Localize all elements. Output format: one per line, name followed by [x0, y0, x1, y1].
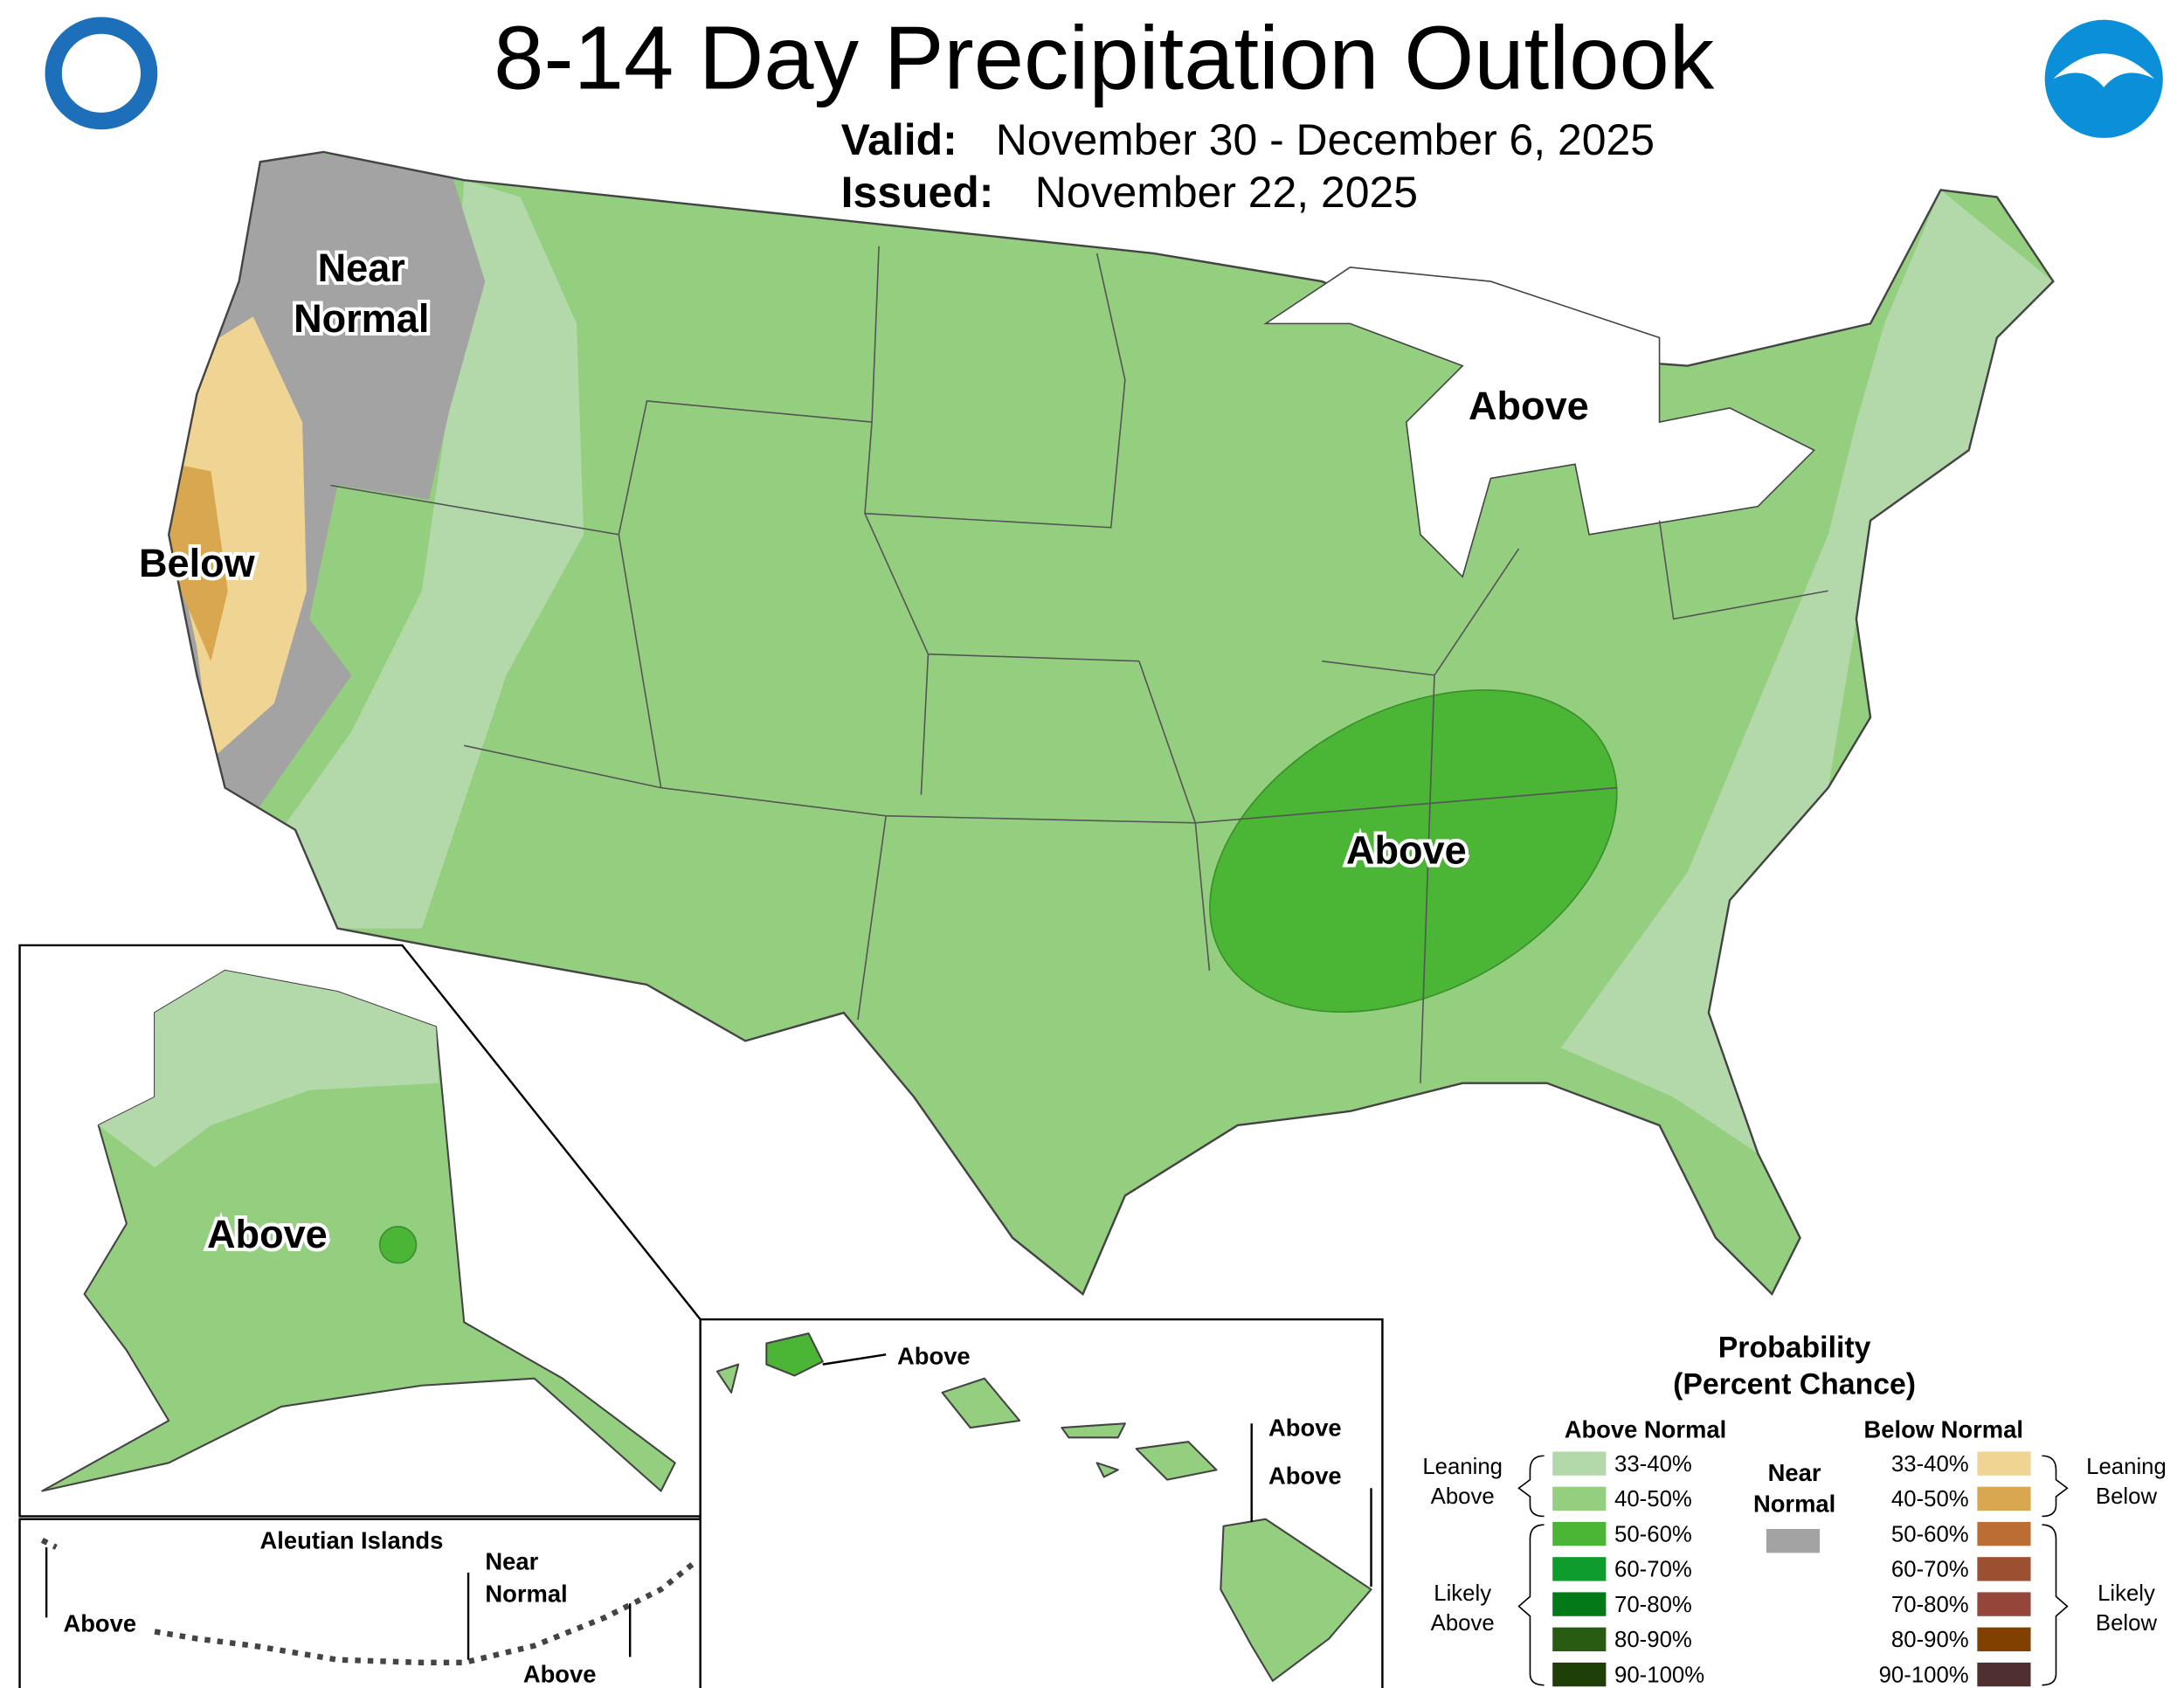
- valid-dates: November 30 - December 6, 2025: [996, 115, 1655, 164]
- map-label: Above: [1469, 384, 1589, 428]
- legend-title: Probability: [1718, 1332, 1871, 1365]
- legend-swatch: [1552, 1451, 1607, 1476]
- legend-range: 33-40%: [1614, 1452, 1692, 1477]
- legend-range: 60-70%: [1614, 1558, 1692, 1582]
- legend-swatch: [1552, 1662, 1607, 1687]
- map-label: Above: [63, 1609, 136, 1636]
- legend-range: 80-90%: [1614, 1628, 1692, 1652]
- map-label: Normal: [294, 296, 429, 341]
- map-label: Normal: [485, 1581, 567, 1608]
- legend-swatch: [1977, 1557, 2031, 1581]
- title: 8-14 Day Precipitation Outlook: [494, 8, 1715, 108]
- aleutian-leaders: [45, 1546, 632, 1660]
- legend-range: 80-90%: [1891, 1628, 1969, 1652]
- legend-group: Above: [1431, 1611, 1495, 1636]
- valid-label: Valid:: [841, 115, 957, 164]
- legend-swatch: [1977, 1521, 2031, 1546]
- legend-swatch: [1552, 1592, 1607, 1616]
- legend-swatch: [1552, 1486, 1607, 1512]
- below-40-50-region: [169, 464, 228, 661]
- legend-braces: [1517, 1455, 2069, 1686]
- issued-label: Issued:: [841, 168, 994, 217]
- legend-range: 90-100%: [1879, 1663, 1969, 1687]
- legend-group: Leaning: [1422, 1455, 1503, 1479]
- map-label: Above: [897, 1343, 971, 1370]
- legend-range: 90-100%: [1614, 1663, 1704, 1687]
- map-label: Above: [523, 1660, 597, 1687]
- leaning-above-east: [1560, 190, 2054, 1154]
- legend-swatch: [1977, 1592, 2031, 1616]
- legend-swatch: [1552, 1627, 1607, 1652]
- legend-swatch: [1977, 1486, 2031, 1512]
- legend-range: 70-80%: [1891, 1593, 1969, 1617]
- map-label: Above: [207, 1212, 328, 1256]
- legend-header: Near: [1768, 1459, 1821, 1486]
- legend-swatch: [1977, 1627, 2031, 1652]
- map-label: Above: [1268, 1415, 1342, 1442]
- legend-header: Normal: [1753, 1491, 1835, 1518]
- legend-range: 70-80%: [1614, 1593, 1692, 1617]
- legend: Probability (Percent Chance) Above Norma…: [1422, 1332, 2166, 1688]
- map-label: Near: [318, 246, 405, 290]
- legend-swatch: [1552, 1521, 1607, 1546]
- legend-range: 50-60%: [1891, 1522, 1969, 1546]
- aleutian-islands: [40, 1537, 698, 1666]
- leaning-above-west: [280, 180, 584, 929]
- doc-logo-inner: [61, 33, 141, 113]
- alaska-north: [98, 970, 439, 1168]
- legend-group: Likely: [2098, 1581, 2155, 1606]
- legend-swatch: [1977, 1662, 2031, 1687]
- legend-group: Likely: [1434, 1581, 1491, 1606]
- noaa-gull: [2053, 53, 2155, 87]
- legend-group: Above: [1431, 1484, 1495, 1509]
- likely-above-southeast: [1209, 689, 1618, 1013]
- legend-range: 33-40%: [1891, 1452, 1969, 1477]
- legend-header: Below Normal: [1864, 1415, 2023, 1442]
- legend-group: Below: [2096, 1484, 2158, 1509]
- hawaii-islands: [715, 1363, 1372, 1682]
- great-lakes: [1263, 266, 1815, 578]
- legend-range: 40-50%: [1891, 1487, 1969, 1512]
- map-label: Above: [1346, 828, 1467, 873]
- legend-group: Below: [2096, 1611, 2158, 1636]
- legend-swatch: [1977, 1451, 2031, 1476]
- legend-header: Above Normal: [1565, 1415, 1726, 1442]
- legend-range: 40-50%: [1614, 1487, 1692, 1512]
- kauai: [765, 1332, 824, 1377]
- state-borders: [330, 246, 1828, 1083]
- leaning-below-region: [169, 316, 307, 760]
- aleutian-title: Aleutian Islands: [260, 1527, 444, 1554]
- map-label: Below: [139, 541, 256, 585]
- legend-swatch: [1766, 1528, 1821, 1553]
- hawaii-leaders: [822, 1353, 1372, 1587]
- map-label: Near: [485, 1548, 538, 1575]
- alaska-likely-above: [378, 1226, 418, 1264]
- legend-range: 60-70%: [1891, 1558, 1969, 1582]
- issued-date: November 22, 2025: [1035, 168, 1418, 217]
- legend-swatch: [1552, 1557, 1607, 1581]
- legend-title: (Percent Chance): [1673, 1367, 1916, 1401]
- map-label: Above: [1268, 1462, 1342, 1489]
- legend-group: Leaning: [2086, 1455, 2167, 1479]
- legend-range: 50-60%: [1614, 1522, 1692, 1546]
